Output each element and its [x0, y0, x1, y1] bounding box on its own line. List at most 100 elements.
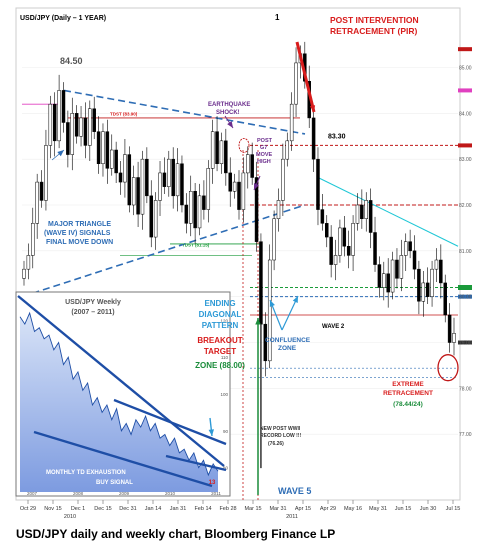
x-tick-label: Jan 14	[145, 506, 162, 512]
candle-body	[219, 140, 224, 164]
candle-body	[232, 181, 237, 192]
candle-body	[74, 113, 79, 137]
candle-body	[417, 268, 421, 302]
candle-body	[355, 204, 360, 224]
candle-body	[399, 255, 404, 279]
candle-body	[250, 154, 254, 178]
inset-diagonal-top	[113, 398, 227, 446]
candle-body	[175, 163, 180, 197]
candle-body	[263, 323, 268, 362]
inset-diagonal-bottom	[165, 454, 227, 472]
x-tick-label: Apr 15	[295, 506, 311, 512]
y-tick-label: 79.00	[459, 341, 472, 347]
candle-body	[333, 255, 338, 265]
g7-arrow-head	[254, 183, 260, 190]
candle-body	[434, 259, 439, 270]
label-confluence-2: ZONE	[278, 345, 297, 352]
candle-body	[452, 333, 456, 343]
label-earthquake-1: EARTHQUAKE	[208, 102, 250, 108]
inset-y-tick: 80	[223, 466, 229, 471]
candle-body	[272, 218, 276, 261]
candle-body	[127, 154, 132, 206]
y-tick-label: 84.00	[459, 111, 472, 117]
candle-body	[412, 250, 417, 270]
inset-upper-trend	[17, 295, 225, 467]
label-ending-diagonal-2: DIAGONAL	[199, 310, 242, 319]
candle-body	[338, 227, 342, 256]
wave5-arrow-head	[255, 318, 261, 325]
candle-body	[31, 223, 35, 256]
inset-area	[20, 313, 218, 492]
candle-body	[316, 158, 320, 210]
candle-body	[390, 259, 395, 293]
inset-x-tick: 2008	[73, 491, 84, 496]
x-year-label: 2011	[286, 514, 298, 520]
candle-body	[281, 158, 285, 201]
label-tdst-83-90: TDST (83.90)	[110, 112, 138, 117]
x-tick-label: Mar 15	[244, 506, 261, 512]
x-tick-label: Dec 31	[119, 506, 136, 512]
candle-body	[123, 154, 127, 183]
pir-arrow	[295, 41, 316, 113]
x-tick-label: Oct 29	[20, 506, 36, 512]
label-post-g7-4: HIGH	[257, 159, 271, 165]
label-target: TARGET	[204, 347, 236, 356]
candle-body	[294, 62, 298, 105]
candle-body	[105, 131, 110, 169]
candle-body	[171, 158, 175, 197]
candle-body	[425, 282, 430, 297]
inset-y-tick: 100	[220, 392, 228, 397]
candle-body	[193, 191, 197, 229]
candle-body	[215, 131, 219, 165]
x-tick-label: May 31	[369, 506, 387, 512]
candle-body	[346, 246, 351, 256]
candle-body	[184, 204, 189, 224]
candle-body	[136, 177, 140, 215]
candle-body	[228, 172, 232, 192]
candle-body	[325, 223, 329, 238]
candle-body	[57, 90, 61, 142]
usdjpy-chart: 120 110 100 90 80 2007 2008 2009 2010 2011 USD/JPY…	[15, 7, 472, 520]
candle-body	[351, 223, 355, 256]
candle-body	[403, 241, 408, 256]
candle-body	[22, 268, 26, 279]
y-tick-label: 85.00	[459, 66, 472, 72]
label-extreme-2: RETRACEMENT	[383, 390, 433, 397]
label-ending-diagonal-3: PATTERN	[202, 321, 239, 330]
label-pir-1: POST INTERVENTION	[330, 15, 419, 25]
candle-body	[145, 158, 149, 197]
label-record-low-3: (76.26)	[268, 441, 284, 447]
candle-body	[202, 195, 206, 210]
candle-body	[311, 117, 316, 160]
candle-body	[66, 122, 70, 155]
candle-body	[52, 103, 57, 142]
x-tick-label: Nov 15	[44, 506, 61, 512]
candle-body	[70, 113, 75, 155]
y-tick-label: 83.00	[459, 157, 472, 163]
inset-x-tick: 2009	[119, 491, 130, 496]
daily-chart-title: USD/JPY (Daily – 1 YEAR)	[20, 15, 106, 22]
candle-body	[342, 227, 347, 247]
x-tick-label: Jun 30	[420, 506, 437, 512]
label-wave-5: WAVE 5	[278, 486, 311, 496]
inset-x-tick: 2007	[27, 491, 38, 496]
candle-body	[140, 158, 145, 215]
x-tick-label: May 16	[344, 506, 362, 512]
candle-body	[430, 268, 434, 297]
extreme-retrace-circle	[437, 354, 459, 382]
candle-body	[79, 117, 83, 137]
x-tick-label: Dec 1	[71, 506, 85, 512]
label-83-30: 83.30	[328, 134, 346, 141]
candle-body	[386, 273, 390, 293]
candle-body	[118, 172, 123, 183]
candle-body	[26, 255, 31, 270]
candle-body	[39, 181, 44, 201]
label-post-g7-1: POST	[257, 138, 273, 144]
candle-body	[210, 131, 215, 169]
candle-body	[110, 149, 114, 169]
inset-x-tick: 2010	[165, 491, 176, 496]
label-record-low-2: RECORD LOW !!!	[260, 433, 301, 439]
x-year-label: 2010	[64, 514, 76, 520]
label-triangle-3: FINAL MOVE DOWN	[46, 239, 113, 246]
inset-td-label: MONTHLY TD EXHAUSTION	[46, 470, 126, 476]
